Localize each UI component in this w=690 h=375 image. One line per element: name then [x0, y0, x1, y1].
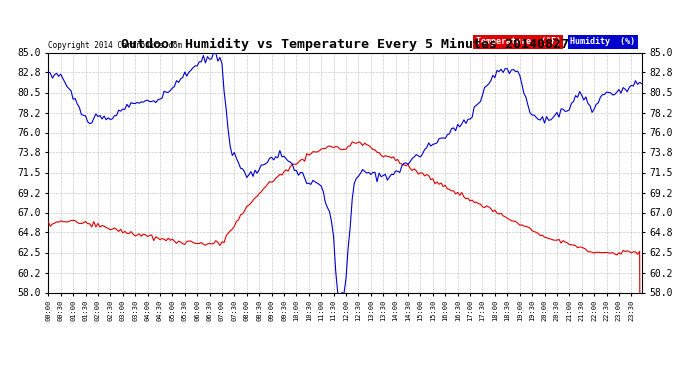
Text: Humidity  (%): Humidity (%): [571, 37, 635, 46]
Title: Outdoor Humidity vs Temperature Every 5 Minutes 20140827: Outdoor Humidity vs Temperature Every 5 …: [121, 38, 569, 51]
Text: Temperature  (°F): Temperature (°F): [475, 37, 560, 46]
Text: Copyright 2014 Cartronics.com: Copyright 2014 Cartronics.com: [48, 41, 182, 50]
